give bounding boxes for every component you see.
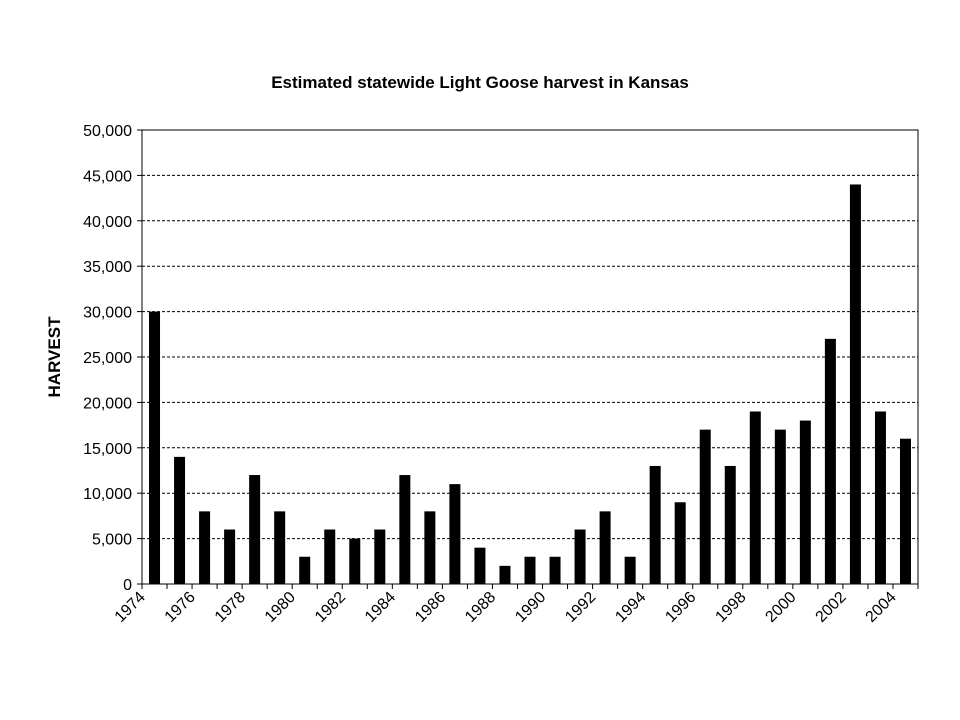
bar-1997 [724, 465, 736, 584]
bar-1984 [399, 475, 411, 584]
gridlines [142, 174, 918, 540]
y-tick-label: 25,000 [83, 350, 132, 367]
bar-2000 [799, 420, 811, 584]
bar-1975 [174, 456, 186, 584]
x-tick-label: 1994 [612, 589, 649, 626]
x-tick-label: 1988 [462, 589, 499, 626]
bar-1985 [424, 511, 436, 584]
bar-1992 [599, 511, 611, 584]
bar-2004 [899, 438, 911, 584]
y-tick-label: 5,000 [92, 532, 132, 549]
bar-1995 [674, 502, 686, 584]
bar-1996 [699, 429, 711, 584]
y-tick-label: 15,000 [83, 441, 132, 458]
bar-1981 [324, 529, 336, 584]
x-tick-label: 2000 [762, 589, 799, 626]
axes [137, 129, 919, 589]
bar-1980 [299, 556, 311, 584]
x-tick-label: 1978 [212, 589, 249, 626]
y-tick-label: 45,000 [83, 168, 132, 185]
x-tick-label: 1982 [312, 589, 349, 626]
bar-1991 [574, 529, 586, 584]
x-tick-label: 1996 [662, 589, 699, 626]
bar-1987 [474, 547, 486, 584]
x-tick-label: 1998 [712, 589, 749, 626]
bar-1983 [374, 529, 386, 584]
bar-1988 [499, 565, 511, 584]
bar-1999 [774, 429, 786, 584]
bar-1998 [749, 411, 761, 584]
y-tick-label: 30,000 [83, 305, 132, 322]
y-tick-label: 40,000 [83, 214, 132, 231]
bar-2003 [874, 411, 886, 584]
x-tick-label: 1992 [562, 589, 599, 626]
bar-1976 [199, 511, 211, 584]
bar-1989 [524, 556, 536, 584]
bar-1977 [224, 529, 236, 584]
x-tick-label: 1986 [412, 589, 449, 626]
y-tick-label: 10,000 [83, 486, 132, 503]
x-tick-label: 1984 [362, 589, 399, 626]
bar-2001 [824, 338, 836, 584]
x-tick-label: 1990 [512, 589, 549, 626]
bar-1986 [449, 484, 461, 584]
x-tick-label: 2002 [813, 589, 850, 626]
bar-1978 [249, 475, 261, 584]
bar-1974 [149, 311, 161, 584]
x-tick-label: 1974 [112, 589, 149, 626]
bar-1979 [274, 511, 286, 584]
x-tick-label: 2004 [863, 589, 900, 626]
plot-frame [141, 129, 919, 585]
y-axis-label: HARVEST [45, 316, 64, 398]
bar-2002 [849, 184, 861, 585]
x-tick-label: 1976 [162, 589, 199, 626]
bar-1990 [549, 556, 561, 584]
y-tick-label: 20,000 [83, 395, 132, 412]
y-tick-label: 0 [123, 577, 132, 594]
chart-title: Estimated statewide Light Goose harvest … [271, 73, 689, 92]
bar-1994 [649, 465, 661, 584]
y-tick-label: 50,000 [83, 123, 132, 140]
y-tick-label: 35,000 [83, 259, 132, 276]
bar-1982 [349, 538, 361, 584]
bar-1993 [624, 556, 636, 584]
x-tick-label: 1980 [262, 589, 299, 626]
bars [149, 184, 911, 585]
